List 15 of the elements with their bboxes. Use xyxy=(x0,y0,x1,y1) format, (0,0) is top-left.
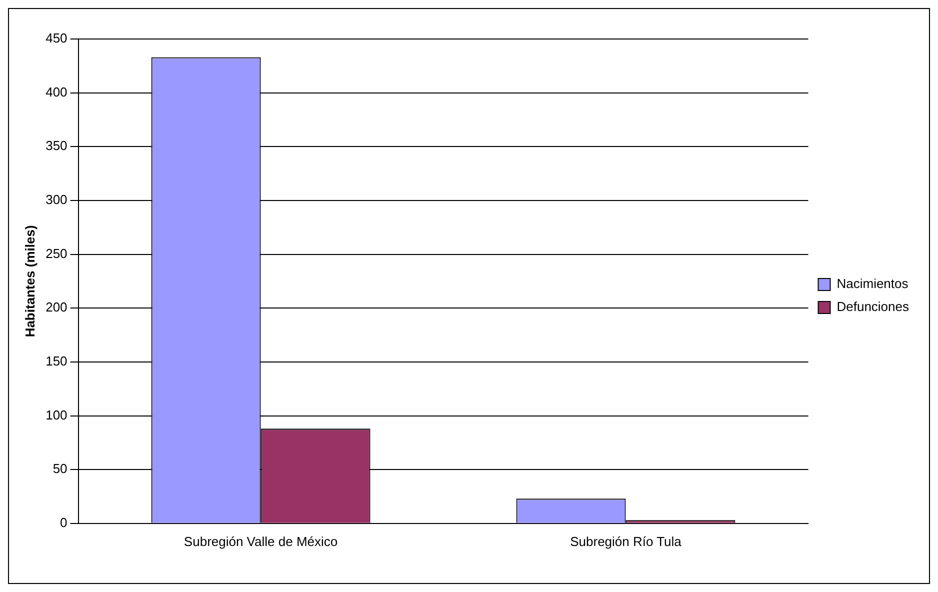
y-tick-label: 350 xyxy=(46,138,68,154)
y-tick-label: 100 xyxy=(46,407,68,422)
y-tick-label: 50 xyxy=(52,461,68,476)
y-tick-label: 0 xyxy=(60,514,68,530)
y-tick-label: 150 xyxy=(46,354,68,369)
legend-label: Nacimientos xyxy=(836,276,909,292)
y-tick-label: 250 xyxy=(46,246,68,261)
y-tick-label: 400 xyxy=(46,84,68,100)
y-axis-title: Habitantes (miles) xyxy=(22,225,38,338)
y-tick-label: 450 xyxy=(46,30,68,46)
y-tick-label: 300 xyxy=(46,192,68,208)
x-tick-label: Subregión Valle de México xyxy=(184,534,338,549)
x-tick-label: Subregión Río Tula xyxy=(570,534,682,549)
y-tick-label: 200 xyxy=(46,300,68,315)
legend-label: Defunciones xyxy=(836,299,910,314)
